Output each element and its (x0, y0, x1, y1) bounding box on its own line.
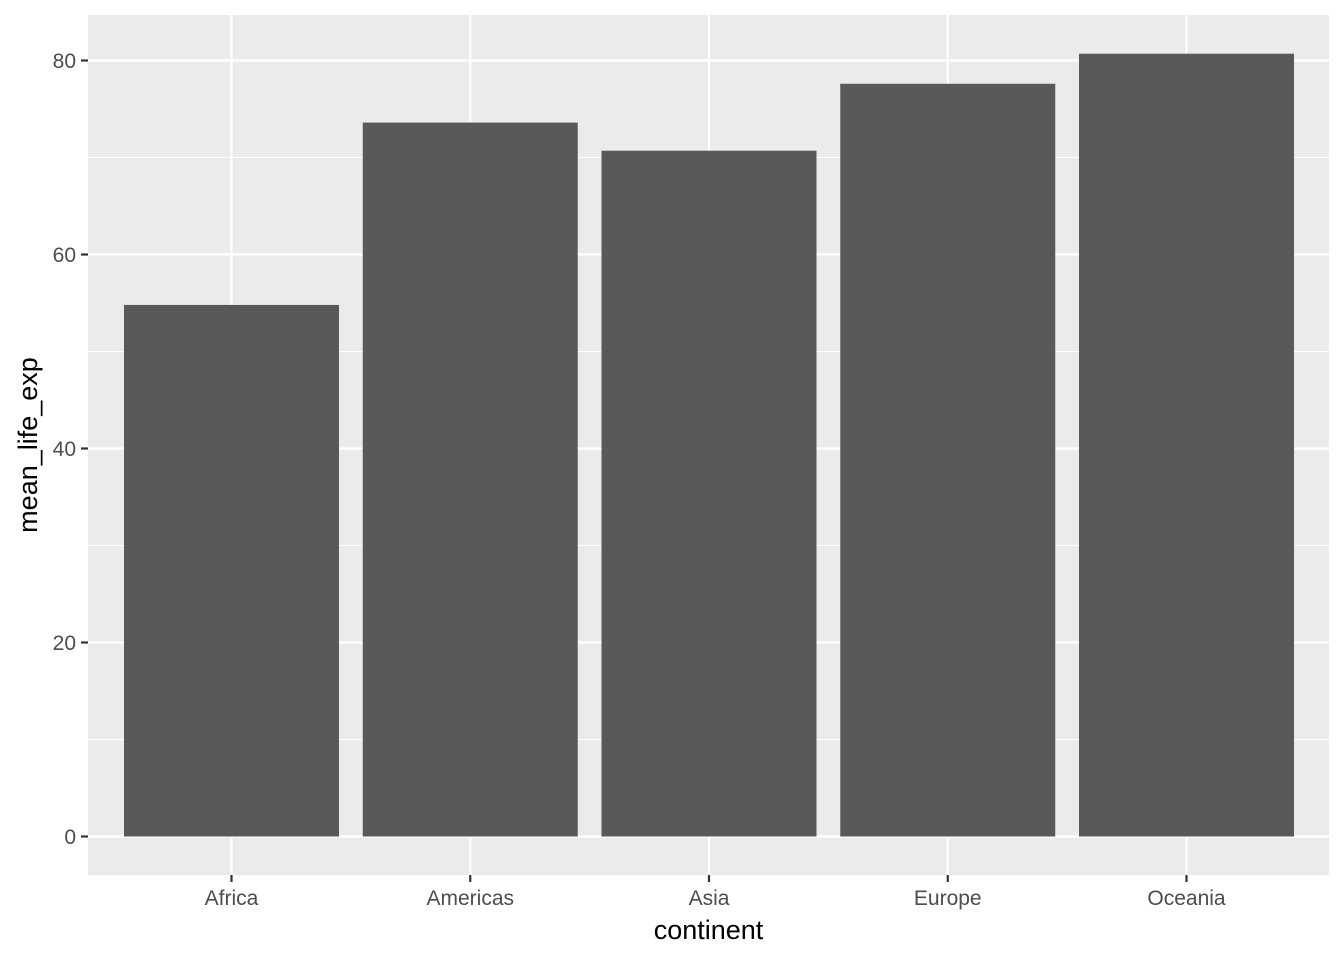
y-axis: 0 20 40 60 80 (53, 50, 88, 849)
bar-africa (124, 304, 339, 837)
bar-americas (362, 122, 578, 837)
x-tick-label-oceania: Oceania (1147, 887, 1226, 910)
y-tick-label: 60 (53, 244, 76, 267)
x-tick-label-africa: Africa (205, 887, 259, 910)
x-tick-label-asia: Asia (689, 887, 730, 910)
bar-oceania (1079, 53, 1294, 837)
y-tick-label: 20 (53, 632, 76, 655)
x-tick-label-europe: Europe (914, 887, 982, 910)
y-tick-label: 80 (53, 50, 76, 73)
bar-europe (840, 83, 1056, 837)
y-tick-label: 40 (53, 438, 76, 461)
bar-asia (601, 150, 817, 837)
x-axis-title: continent (654, 915, 764, 945)
x-tick-label-americas: Americas (426, 887, 514, 910)
y-axis-title: mean_life_exp (13, 357, 43, 533)
x-axis: Africa Americas Asia Europe Oceania (205, 875, 1226, 910)
y-tick-label: 0 (64, 826, 76, 849)
bars (124, 53, 1294, 837)
